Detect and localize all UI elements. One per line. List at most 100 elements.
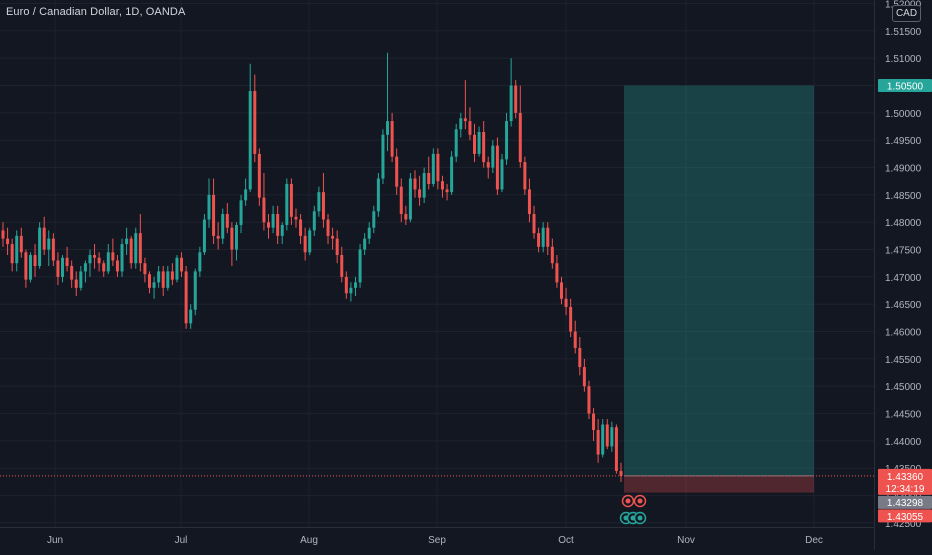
candle-body-up (367, 227, 371, 239)
position-zones[interactable] (624, 85, 814, 493)
candle-body-down (299, 219, 303, 236)
x-tick-label: Sep (428, 535, 446, 546)
candle-body-down (10, 244, 14, 264)
candle-body-down (102, 263, 106, 272)
candle-body-up (431, 153, 435, 184)
candle-body-down (225, 214, 229, 228)
y-tick-label: 1.51500 (885, 27, 922, 38)
candle-body-down (1, 230, 5, 239)
candle-body-down (184, 271, 188, 324)
y-tick-label: 1.49000 (885, 164, 922, 175)
currency-badge[interactable]: CAD (892, 5, 921, 22)
candle-body-up (386, 121, 390, 135)
candle-body-down (111, 252, 115, 261)
candle-body-down (51, 238, 55, 261)
y-tick-label: 1.44500 (885, 410, 922, 421)
stop-loss-zone[interactable] (624, 475, 814, 493)
event-markers (619, 494, 647, 525)
candle-body-down (399, 186, 403, 215)
candle-body-down (445, 189, 449, 193)
x-tick-label: Oct (558, 535, 574, 546)
candle-body-up (47, 238, 51, 250)
candle-body-up (491, 145, 495, 168)
candle-body-down (344, 276, 348, 294)
profit-zone[interactable] (624, 85, 814, 476)
candle-body-down (550, 246, 554, 264)
candle-body-up (381, 134, 385, 179)
candle-body-down (253, 91, 257, 154)
stop-price-tag-bg (878, 509, 932, 523)
entry-price-text: 1.43298 (887, 498, 924, 509)
y-tick-label: 1.48500 (885, 191, 922, 202)
candle-body-down (143, 263, 147, 275)
candle-body-down (331, 235, 335, 239)
candles (1, 52, 623, 482)
candle-body-up (509, 85, 513, 122)
candle-body-down (42, 227, 46, 250)
x-tick-label: Jun (47, 535, 63, 546)
candle-body-up (500, 159, 504, 190)
candle-body-down (418, 189, 422, 198)
candle-body-down (564, 298, 568, 307)
y-tick-label: 1.51000 (885, 54, 922, 65)
candle-body-down (587, 386, 591, 414)
candle-body-down (262, 197, 266, 223)
event-marker-dot (625, 498, 631, 504)
candle-body-down (482, 132, 486, 163)
overlays (0, 475, 874, 525)
candle-body-down (427, 173, 431, 184)
candle-body-down (527, 189, 531, 215)
x-tick-label: Nov (677, 535, 695, 546)
candle-body-up (450, 156, 454, 193)
candle-body-down (326, 219, 330, 236)
candle-body-up (79, 271, 83, 288)
candle-body-down (463, 118, 467, 122)
candle-body-up (280, 224, 284, 236)
candle-body-down (335, 238, 339, 256)
candle-body-up (125, 238, 129, 245)
candle-body-up (349, 287, 353, 294)
event-marker-dot (637, 515, 643, 521)
candle-body-down (473, 134, 477, 154)
entry-price-tag-bg (878, 495, 932, 509)
candle-body-down (518, 112, 522, 163)
candle-body-down (6, 238, 10, 245)
candle-body-down (413, 178, 417, 190)
x-tick-label: Jul (175, 535, 188, 546)
target-price-tag-bg (878, 79, 932, 93)
y-tick-label: 1.47500 (885, 246, 922, 257)
candle-body-down (596, 429, 600, 455)
y-tick-label: 1.46500 (885, 300, 922, 311)
candle-body-down (321, 192, 325, 220)
candle-body-up (202, 219, 206, 253)
candle-body-down (230, 227, 234, 250)
candle-body-down (546, 227, 550, 247)
candle-body-down (303, 235, 307, 253)
countdown-timer: 12:34:19 (886, 484, 925, 495)
candle-body-down (267, 222, 271, 228)
y-tick-label: 1.46000 (885, 328, 922, 339)
candle-body-up (376, 178, 380, 212)
candle-body-up (28, 255, 32, 280)
x-tick-label: Aug (300, 535, 318, 546)
y-tick-label: 1.47000 (885, 273, 922, 284)
candle-body-down (614, 427, 618, 471)
candle-body-up (477, 132, 481, 154)
candle-body-up (88, 255, 92, 264)
candle-body-down (440, 181, 444, 190)
candle-body-up (239, 200, 243, 225)
candle-body-up (221, 214, 225, 239)
y-tick-label: 1.49500 (885, 136, 922, 147)
candle-body-up (459, 118, 463, 130)
candle-body-up (610, 427, 614, 447)
candle-body-down (93, 255, 97, 258)
candle-body-up (198, 252, 202, 272)
candle-body-up (363, 238, 367, 250)
candle-body-down (216, 235, 220, 239)
y-tick-label: 1.42500 (885, 519, 922, 530)
candle-body-down (390, 121, 394, 157)
